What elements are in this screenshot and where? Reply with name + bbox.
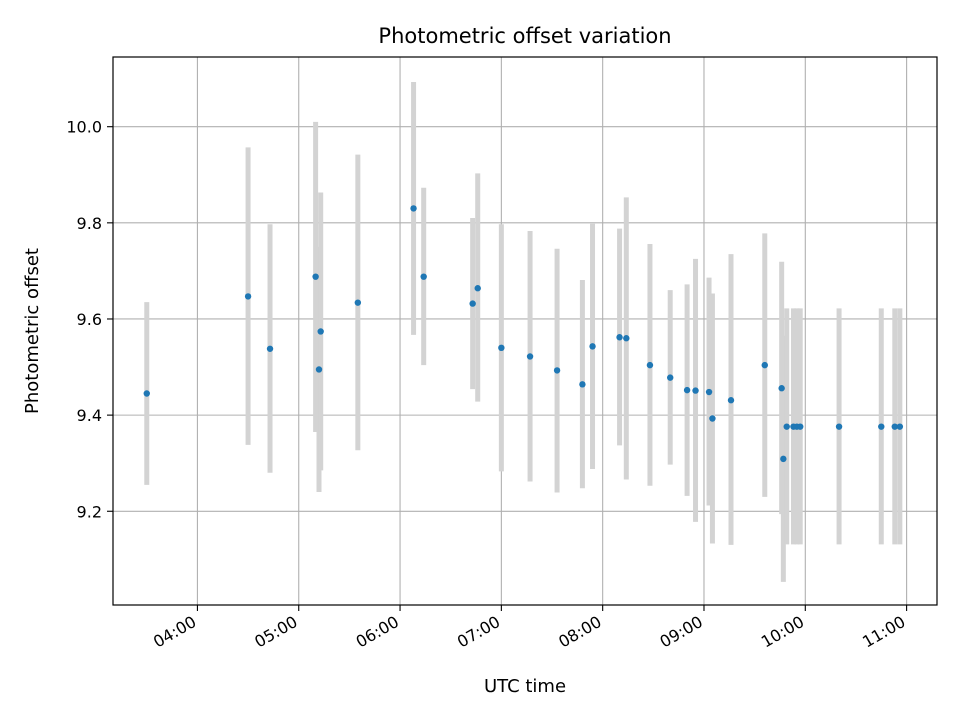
data-point (623, 335, 630, 342)
data-point (705, 388, 713, 396)
data-point (616, 334, 623, 341)
data-point (410, 205, 417, 212)
y-tick-label: 9.6 (77, 310, 102, 329)
y-tick-label: 9.4 (77, 406, 102, 425)
data-point (878, 423, 885, 430)
data-point (312, 273, 319, 280)
data-point (646, 361, 654, 369)
data-point (692, 387, 699, 394)
data-point (683, 386, 691, 394)
data-point (709, 415, 716, 422)
data-point (896, 423, 904, 430)
data-point (835, 423, 843, 430)
data-point (317, 328, 324, 335)
data-points (143, 205, 904, 463)
y-axis-label: Photometric offset (22, 248, 43, 414)
data-point (553, 367, 561, 374)
chart-title: Photometric offset variation (378, 24, 671, 48)
data-point (667, 374, 674, 381)
data-point (244, 293, 252, 300)
data-point (354, 299, 362, 306)
y-tick-label: 9.2 (77, 502, 102, 521)
plot-frame (112, 56, 938, 606)
data-point (469, 300, 476, 307)
y-tick-label: 10.0 (66, 118, 102, 137)
data-point (526, 353, 534, 360)
data-point (474, 285, 481, 292)
data-point (589, 343, 596, 350)
data-point (778, 385, 785, 392)
y-tick-label: 9.8 (77, 214, 102, 233)
data-point (315, 366, 323, 373)
data-point (780, 455, 787, 463)
data-point (266, 345, 274, 352)
data-point (797, 423, 804, 430)
data-point (579, 381, 586, 388)
data-point (761, 361, 768, 369)
data-point (783, 423, 790, 430)
x-axis-label: UTC time (484, 676, 566, 697)
data-point (143, 390, 150, 397)
data-point (891, 423, 898, 430)
data-point (420, 273, 427, 280)
data-point (727, 397, 735, 404)
data-point (498, 344, 505, 352)
